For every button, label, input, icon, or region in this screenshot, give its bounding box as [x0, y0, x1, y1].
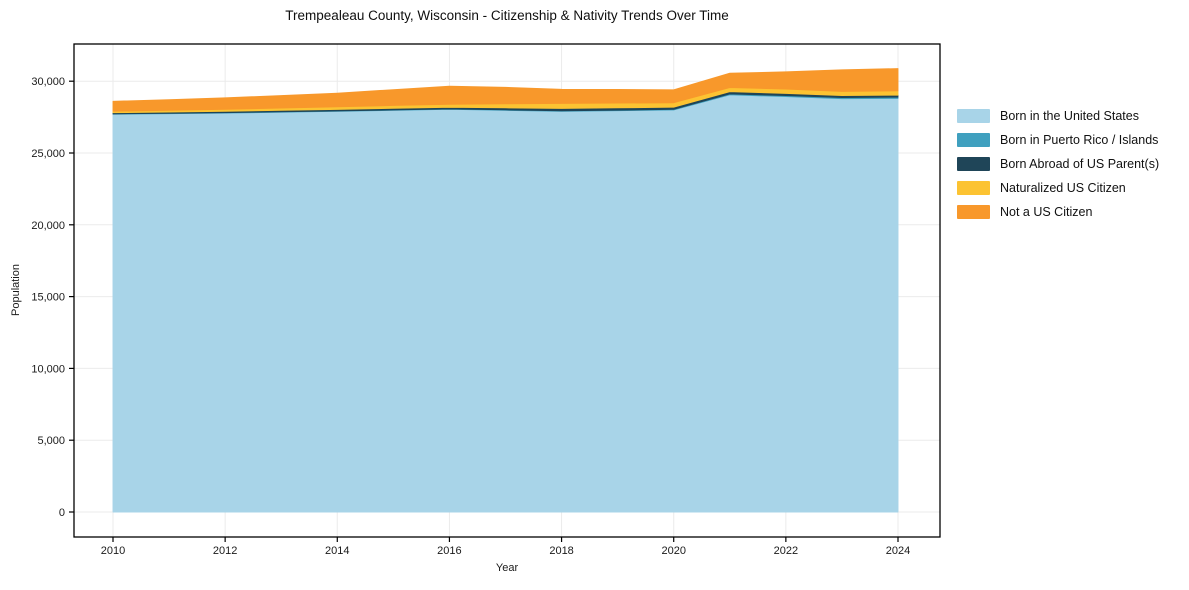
legend-item: Born in Puerto Rico / Islands — [957, 128, 1159, 152]
legend-swatch-icon — [957, 109, 990, 123]
plot-border — [73, 43, 941, 538]
legend-swatch-icon — [957, 205, 990, 219]
legend-label: Born in the United States — [1000, 109, 1139, 123]
legend-swatch-icon — [957, 181, 990, 195]
legend-label: Not a US Citizen — [1000, 205, 1093, 219]
legend-item: Born Abroad of US Parent(s) — [957, 152, 1159, 176]
x-tick-label: 2012 — [213, 545, 237, 557]
legend-label: Born Abroad of US Parent(s) — [1000, 157, 1160, 171]
y-tick-label: 15,000 — [31, 292, 65, 304]
area-layer — [112, 68, 899, 112]
y-tick-label: 25,000 — [31, 148, 65, 160]
y-tick-label: 5,000 — [37, 435, 65, 447]
x-tick-label: 2016 — [437, 545, 461, 557]
y-axis-label: Population — [10, 264, 22, 316]
x-tick-label: 2024 — [886, 545, 910, 557]
y-tick-label: 10,000 — [31, 363, 65, 375]
legend-swatch-icon — [957, 157, 990, 171]
x-tick-label: 2018 — [549, 545, 573, 557]
x-tick-label: 2014 — [325, 545, 349, 557]
legend-swatch-icon — [957, 133, 990, 147]
x-tick-label: 2022 — [774, 545, 798, 557]
x-axis-label: Year — [495, 562, 519, 574]
legend: Born in the United States Born in Puerto … — [957, 104, 1159, 224]
y-tick-label: 0 — [59, 507, 65, 519]
chart-title: Trempealeau County, Wisconsin - Citizens… — [285, 8, 729, 23]
y-tick-label: 20,000 — [31, 220, 65, 232]
x-tick-label: 2010 — [101, 545, 125, 557]
legend-label: Born in Puerto Rico / Islands — [1000, 133, 1159, 147]
legend-item: Born in the United States — [957, 104, 1159, 128]
area-layer — [112, 94, 899, 513]
y-tick-label: 30,000 — [31, 76, 65, 88]
legend-item: Naturalized US Citizen — [957, 176, 1159, 200]
legend-label: Naturalized US Citizen — [1000, 181, 1126, 195]
legend-item: Not a US Citizen — [957, 200, 1159, 224]
x-tick-label: 2020 — [661, 545, 685, 557]
